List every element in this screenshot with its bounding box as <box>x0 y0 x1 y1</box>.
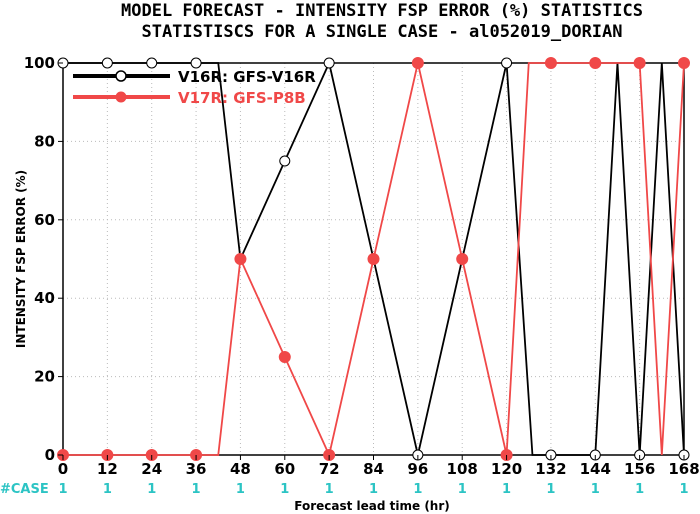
case-count: 1 <box>325 482 334 497</box>
x-tick-label: 0 <box>58 460 68 478</box>
x-tick-label: 96 <box>407 460 428 478</box>
chart-title: MODEL FORECAST - INTENSITY FSP ERROR (%)… <box>121 1 643 21</box>
x-tick-label: 120 <box>491 460 522 478</box>
x-tick-label: 72 <box>319 460 340 478</box>
x-tick-label: 108 <box>447 460 478 478</box>
series-layer <box>57 57 690 461</box>
legend-marker-v17r <box>115 91 127 103</box>
x-axis-label: Forecast lead time (hr) <box>294 499 450 513</box>
case-count: 1 <box>58 482 67 497</box>
y-axis-label: INTENSITY FSP ERROR (%) <box>14 170 28 348</box>
data-point <box>234 253 247 265</box>
data-point <box>589 57 602 69</box>
data-point <box>678 57 690 69</box>
x-tick-label: 24 <box>141 460 162 478</box>
data-point <box>279 155 291 167</box>
y-tick-label: 60 <box>34 211 55 229</box>
data-point <box>278 351 291 363</box>
x-tick-label: 84 <box>363 460 384 478</box>
data-point <box>101 57 113 69</box>
data-point <box>323 57 335 69</box>
case-count: 1 <box>280 482 289 497</box>
axis-ticks: 0112124136148160172184196110811201132114… <box>24 54 700 497</box>
x-tick-label: 36 <box>186 460 207 478</box>
legend-label-v16r: V16R: GFS-V16R <box>178 68 316 86</box>
case-count: 1 <box>147 482 156 497</box>
data-point <box>456 253 469 265</box>
case-count: 1 <box>635 482 644 497</box>
data-point <box>146 57 158 69</box>
y-tick-label: 80 <box>34 132 55 150</box>
case-count: 1 <box>546 482 555 497</box>
data-point <box>367 253 380 265</box>
x-tick-label: 156 <box>624 460 655 478</box>
case-count: 1 <box>679 482 688 497</box>
x-tick-label: 132 <box>535 460 566 478</box>
data-point <box>501 57 513 69</box>
data-point <box>411 57 424 69</box>
chart-subtitle: STATISTISCS FOR A SINGLE CASE - al052019… <box>141 22 622 42</box>
case-count: 1 <box>236 482 245 497</box>
legend-marker-v16r <box>115 70 127 82</box>
y-tick-label: 0 <box>45 446 55 464</box>
case-count: 1 <box>591 482 600 497</box>
case-count: 1 <box>369 482 378 497</box>
data-point <box>190 57 202 69</box>
x-tick-label: 48 <box>230 460 251 478</box>
y-tick-label: 40 <box>34 289 55 307</box>
y-tick-label: 100 <box>24 54 55 72</box>
case-count: 1 <box>413 482 422 497</box>
case-count: 1 <box>103 482 112 497</box>
case-count: 1 <box>192 482 201 497</box>
case-count: 1 <box>502 482 511 497</box>
series-markers-v17r <box>57 57 690 461</box>
x-tick-label: 12 <box>97 460 118 478</box>
legend: V16R: GFS-V16R V17R: GFS-P8B <box>73 68 316 107</box>
case-count: 1 <box>458 482 467 497</box>
case-label: #CASE <box>0 482 49 497</box>
x-tick-label: 144 <box>580 460 611 478</box>
data-point <box>544 57 557 69</box>
x-tick-label: 168 <box>668 460 699 478</box>
legend-label-v17r: V17R: GFS-P8B <box>178 89 306 107</box>
data-point <box>633 57 646 69</box>
y-tick-label: 20 <box>34 368 55 386</box>
x-tick-label: 60 <box>274 460 295 478</box>
